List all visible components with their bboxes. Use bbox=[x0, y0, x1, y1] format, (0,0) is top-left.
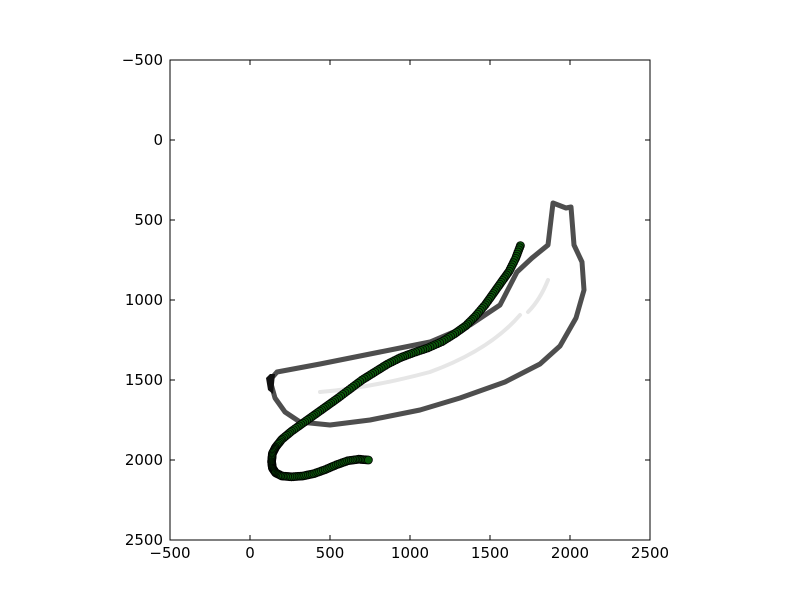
y-tick-label: 1000 bbox=[125, 291, 163, 309]
x-tick-label: 2500 bbox=[631, 544, 669, 562]
x-tick-label: 2000 bbox=[551, 544, 589, 562]
x-axis-tick-labels: −500 0 500 1000 1500 2000 2500 bbox=[149, 544, 669, 562]
y-axis-tick-labels: −500 0 500 1000 1500 2000 2500 bbox=[122, 51, 163, 549]
y-tick-label: 2500 bbox=[125, 531, 163, 549]
x-tick-label: 1000 bbox=[391, 544, 429, 562]
plot-area bbox=[169, 59, 651, 541]
banana-inner-highlight bbox=[526, 278, 550, 314]
banana-tip bbox=[266, 374, 275, 394]
axes-background bbox=[170, 60, 650, 540]
trace-series bbox=[267, 241, 525, 482]
x-tick-label: 500 bbox=[316, 544, 345, 562]
y-tick-label: 2000 bbox=[125, 451, 163, 469]
y-tick-label: 0 bbox=[153, 131, 163, 149]
axis-ticks bbox=[169, 59, 651, 541]
x-tick-label: 0 bbox=[245, 544, 255, 562]
y-tick-label: −500 bbox=[122, 51, 163, 69]
x-tick-label: −500 bbox=[149, 544, 190, 562]
data-point bbox=[363, 455, 373, 465]
y-tick-label: 500 bbox=[134, 211, 163, 229]
y-tick-label: 1500 bbox=[125, 371, 163, 389]
x-tick-label: 1500 bbox=[471, 544, 509, 562]
